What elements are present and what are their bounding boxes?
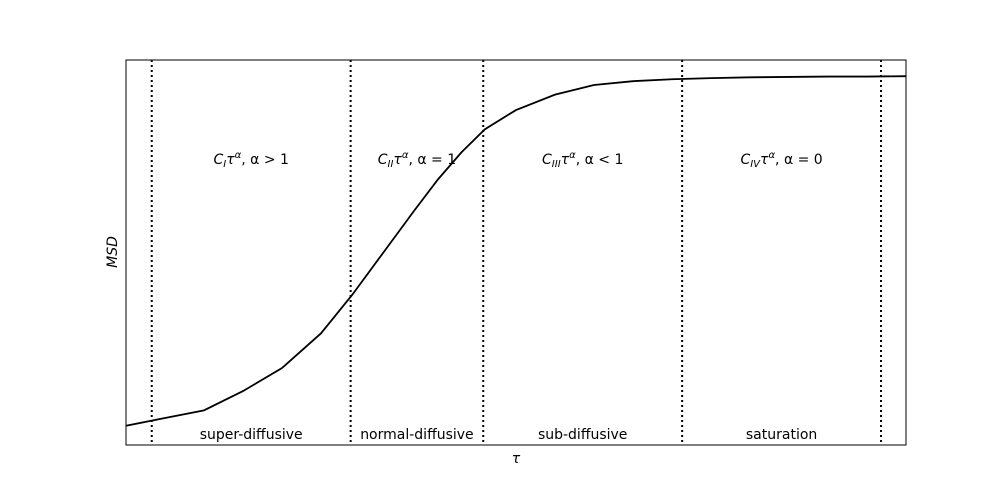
formula-constant: C xyxy=(542,152,552,168)
region-formula: CIτα, α > 1 xyxy=(213,150,288,170)
formula-subscript: III xyxy=(552,159,561,170)
x-axis-label: τ xyxy=(512,451,521,467)
region-formula: CIVτα, α = 0 xyxy=(740,150,822,170)
formula-tau: τ xyxy=(393,152,402,168)
formula-relation: , α < 1 xyxy=(576,152,624,168)
region-formula: CIIτα, α = 1 xyxy=(378,150,456,170)
formula-relation: , α > 1 xyxy=(241,152,289,168)
region-label: saturation xyxy=(746,427,817,443)
formula-subscript: II xyxy=(388,159,394,170)
region-label: normal-diffusive xyxy=(360,427,473,443)
formula-tau: τ xyxy=(561,152,570,168)
formula-relation: , α = 0 xyxy=(775,152,823,168)
region-label: sub-diffusive xyxy=(538,427,627,443)
region-formulas: CIτα, α > 1 CIIτα, α = 1 CIIIτα, α < 1 CIVτ… xyxy=(213,150,822,170)
formula-subscript: I xyxy=(223,159,226,170)
region-label: super-diffusive xyxy=(200,427,303,443)
y-axis-label: MSD xyxy=(105,236,121,268)
formula-tau: τ xyxy=(760,152,769,168)
region-formula: CIIIτα, α < 1 xyxy=(542,150,623,170)
plot-frame xyxy=(125,59,907,446)
formula-relation: , α = 1 xyxy=(408,152,456,168)
formula-superscript: α xyxy=(569,150,576,161)
formula-superscript: α xyxy=(235,150,242,161)
formula-superscript: α xyxy=(402,150,409,161)
msd-curve xyxy=(125,75,907,427)
formula-tau: τ xyxy=(226,152,235,168)
formula-subscript: IV xyxy=(750,159,761,170)
formula-constant: C xyxy=(213,152,223,168)
region-labels: super-diffusive normal-diffusive sub-diffu… xyxy=(200,427,818,443)
formula-constant: C xyxy=(378,152,388,168)
formula-superscript: α xyxy=(768,150,775,161)
formula-constant: C xyxy=(740,152,750,168)
region-divider-lines xyxy=(150,60,883,445)
